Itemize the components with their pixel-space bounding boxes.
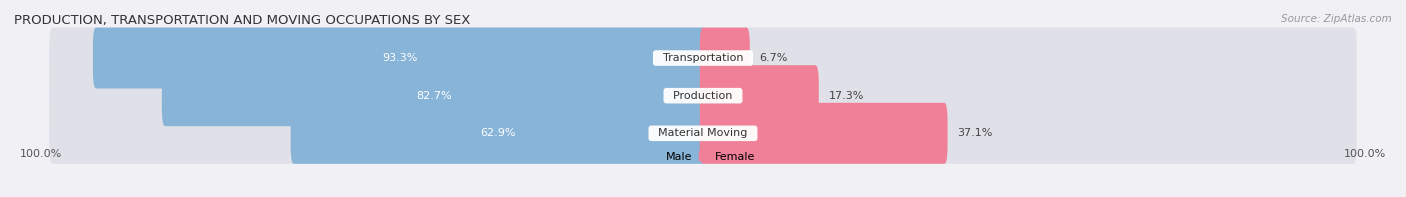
Text: Transportation: Transportation <box>655 53 751 63</box>
FancyBboxPatch shape <box>700 65 818 126</box>
FancyBboxPatch shape <box>291 103 706 164</box>
Text: PRODUCTION, TRANSPORTATION AND MOVING OCCUPATIONS BY SEX: PRODUCTION, TRANSPORTATION AND MOVING OC… <box>14 14 471 27</box>
FancyBboxPatch shape <box>49 65 706 126</box>
Text: Source: ZipAtlas.com: Source: ZipAtlas.com <box>1281 14 1392 24</box>
Text: Material Moving: Material Moving <box>651 128 755 138</box>
FancyBboxPatch shape <box>700 28 749 88</box>
FancyBboxPatch shape <box>700 28 1357 88</box>
Text: 82.7%: 82.7% <box>416 91 451 101</box>
Text: Production: Production <box>666 91 740 101</box>
FancyBboxPatch shape <box>49 103 706 164</box>
FancyBboxPatch shape <box>700 103 948 164</box>
Text: 37.1%: 37.1% <box>957 128 993 138</box>
FancyBboxPatch shape <box>93 28 706 88</box>
Text: 100.0%: 100.0% <box>20 149 62 159</box>
Text: 100.0%: 100.0% <box>1344 149 1386 159</box>
Text: 93.3%: 93.3% <box>382 53 418 63</box>
Text: 62.9%: 62.9% <box>481 128 516 138</box>
FancyBboxPatch shape <box>162 65 706 126</box>
Text: 17.3%: 17.3% <box>828 91 863 101</box>
FancyBboxPatch shape <box>49 28 706 88</box>
Legend: Male, Female: Male, Female <box>647 147 759 166</box>
FancyBboxPatch shape <box>700 103 1357 164</box>
FancyBboxPatch shape <box>700 65 1357 126</box>
Text: 6.7%: 6.7% <box>759 53 787 63</box>
